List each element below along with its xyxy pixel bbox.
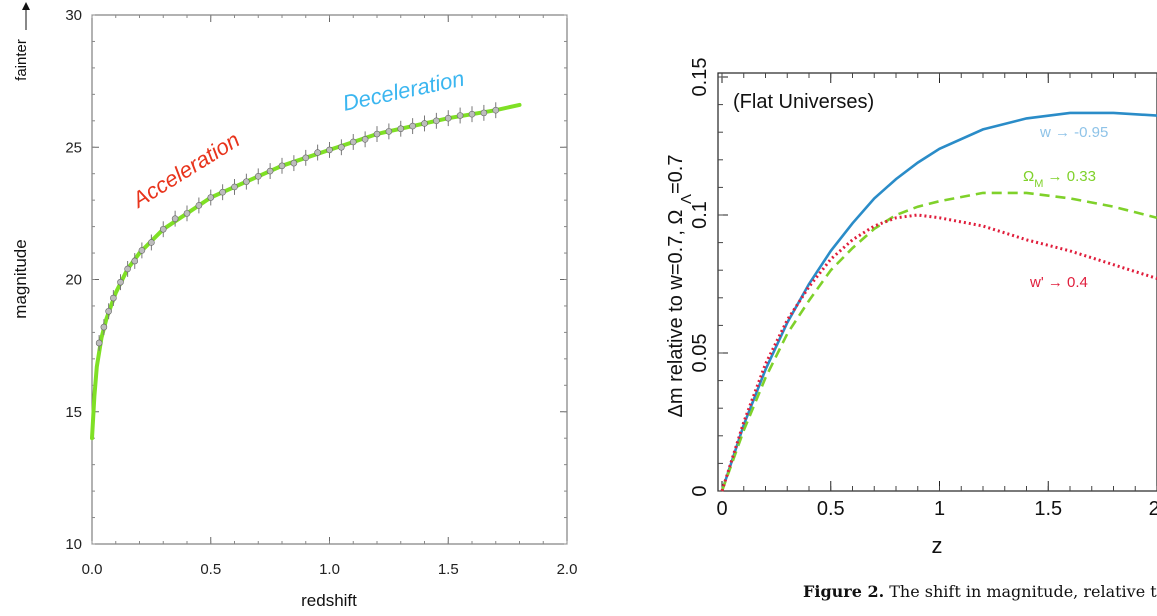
legend-label-w: w → -0.95 [1039, 124, 1108, 141]
data-point [492, 106, 500, 114]
data-point [373, 130, 381, 138]
right-xtick-label: 0 [716, 498, 727, 520]
right-ytick-label: 0.1 [689, 201, 711, 229]
data-point [138, 247, 146, 254]
right-ylabel-subscript: Λ [678, 194, 695, 204]
left-ytick-label: 15 [65, 404, 82, 421]
left-ytick-label: 20 [65, 272, 82, 289]
data-point [266, 167, 274, 175]
wprime-series-line [720, 213, 1157, 492]
left-xtick-label: 0.5 [200, 561, 221, 578]
right-xtick-label: 0.5 [817, 498, 845, 520]
caption-label: Figure 2. [803, 582, 885, 601]
magnitude-shift-panel: 0 0.5 1 1.5 2. 0 0.05 0.1 0.15 z Δm relative to … [665, 58, 1157, 558]
data-point [254, 173, 262, 180]
left-ytick-label: 30 [65, 7, 82, 24]
right-axis-ticks: 0 0.5 1 1.5 2. 0 0.05 0.1 0.15 [689, 58, 1157, 520]
annotation-deceleration: Deceleration [340, 66, 466, 116]
right-ylabel-rest: =0.7 [665, 155, 687, 194]
right-plot-frame [717, 72, 1157, 492]
left-axis-ticks: 0.0 0.5 1.0 1.5 2.0 10 15 20 25 30 [65, 7, 577, 578]
omega-symbol: Ω [1023, 168, 1034, 185]
data-point [314, 149, 321, 156]
data-point [433, 117, 440, 125]
right-xlabel: z [932, 533, 943, 558]
left-xtick-label: 2.0 [557, 561, 578, 578]
data-point [302, 154, 310, 162]
right-xtick-label: 1.5 [1034, 498, 1062, 520]
data-point [231, 183, 238, 191]
data-point [361, 136, 369, 143]
data-point [444, 114, 452, 122]
caption-text: The shift in magnitude, relative to a co [889, 582, 1157, 601]
left-ytick-label: 25 [65, 139, 82, 156]
left-series-group [90, 102, 522, 441]
data-point [95, 339, 103, 347]
annotation-flat-universes: (Flat Universes) [733, 91, 874, 113]
figure-caption: Figure 2. The shift in magnitude, relati… [803, 582, 1157, 601]
data-point [124, 265, 131, 273]
data-point [290, 159, 298, 167]
right-ytick-label: 0.15 [689, 58, 711, 97]
right-xtick-label: 2. [1149, 498, 1157, 520]
data-point [117, 278, 124, 286]
fainter-arrow-icon [22, 2, 30, 10]
right-ylabel: Δm relative to w=0.7, Ω Λ=0.7 [665, 155, 695, 418]
left-plot-frame [91, 14, 568, 545]
right-ytick-label: 0 [689, 485, 711, 496]
data-point [100, 323, 108, 331]
right-xtick-label: 1 [934, 498, 945, 520]
data-point [385, 128, 393, 135]
omega-subscript: M [1034, 178, 1043, 190]
data-point [110, 294, 117, 302]
data-point [421, 120, 428, 127]
data-point [397, 125, 405, 133]
data-point [468, 110, 476, 118]
w-series-line [720, 111, 1157, 492]
data-point [456, 112, 464, 119]
left-xtick-label: 1.5 [438, 561, 459, 578]
right-ylabel-text: Δm relative to w=0.7, Ω [665, 210, 687, 418]
right-series-group [720, 111, 1157, 492]
data-point [131, 257, 139, 265]
legend-label-wprime: w' → 0.4 [1029, 274, 1088, 291]
data-point [326, 146, 333, 154]
data-point [171, 215, 179, 222]
data-point [195, 202, 203, 209]
left-side-label: fainter [13, 39, 30, 81]
data-point [105, 307, 112, 315]
data-point [338, 143, 345, 151]
data-point [409, 122, 416, 130]
right-ytick-label: 0.05 [689, 334, 711, 373]
left-xtick-label: 1.0 [319, 561, 340, 578]
legend-label-omega-m: ΩM → 0.33 [1023, 168, 1096, 190]
data-point [219, 188, 226, 196]
data-point [278, 162, 286, 170]
data-point [207, 194, 215, 201]
omega-m-series-line [720, 191, 1157, 492]
data-point [243, 178, 250, 185]
data-point [480, 109, 488, 117]
left-ytick-label: 10 [65, 536, 82, 553]
annotation-acceleration: Acceleration [126, 127, 244, 213]
hubble-diagram-panel: 0.0 0.5 1.0 1.5 2.0 10 15 20 25 30 redshift magni… [11, 2, 577, 610]
data-point [159, 225, 167, 233]
left-xlabel: redshift [301, 591, 357, 610]
left-ylabel: magnitude [11, 239, 30, 318]
data-point [349, 138, 357, 146]
left-xtick-label: 0.0 [82, 561, 103, 578]
data-point [148, 239, 155, 246]
data-point [183, 210, 191, 217]
omega-value: → 0.33 [1043, 168, 1096, 185]
